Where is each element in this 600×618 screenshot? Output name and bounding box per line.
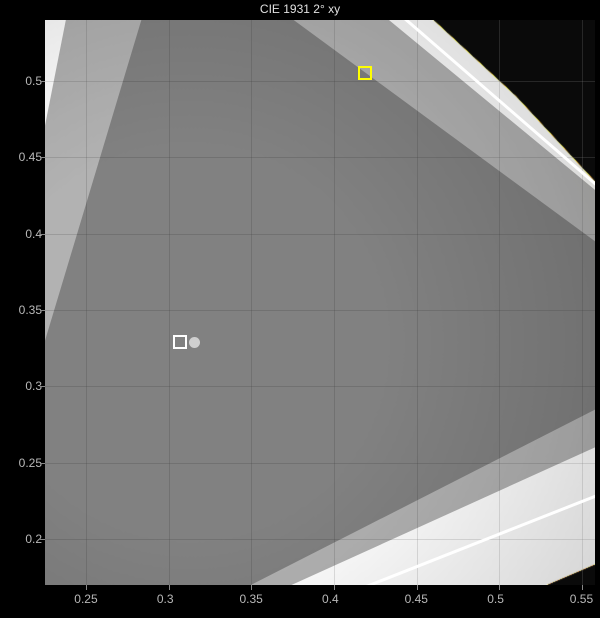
y-tick — [40, 81, 45, 82]
x-tick-label: 0.45 — [405, 592, 428, 606]
gamut-inner-shade — [45, 20, 595, 585]
x-tick — [334, 585, 335, 590]
y-tick-label: 0.35 — [19, 303, 42, 317]
y-tick — [40, 234, 45, 235]
x-tick — [582, 585, 583, 590]
x-axis — [45, 588, 595, 608]
y-tick — [40, 463, 45, 464]
plot-area — [45, 20, 595, 585]
x-tick — [86, 585, 87, 590]
overlay-svg — [45, 20, 595, 585]
y-tick — [40, 386, 45, 387]
x-tick-label: 0.4 — [322, 592, 339, 606]
chart-title: CIE 1931 2° xy — [0, 0, 600, 16]
x-tick — [251, 585, 252, 590]
x-tick-label: 0.25 — [74, 592, 97, 606]
x-tick-label: 0.55 — [570, 592, 593, 606]
y-tick-label: 0.25 — [19, 456, 42, 470]
x-tick — [417, 585, 418, 590]
x-tick-label: 0.3 — [157, 592, 174, 606]
yellow-target-square — [358, 66, 372, 80]
y-tick — [40, 310, 45, 311]
y-tick — [40, 157, 45, 158]
white-point-square — [173, 335, 187, 349]
y-tick — [40, 539, 45, 540]
x-tick — [169, 585, 170, 590]
x-tick-label: 0.5 — [487, 592, 504, 606]
y-tick-label: 0.45 — [19, 150, 42, 164]
x-tick — [499, 585, 500, 590]
white-point-dot — [189, 337, 200, 348]
x-tick-label: 0.35 — [239, 592, 262, 606]
